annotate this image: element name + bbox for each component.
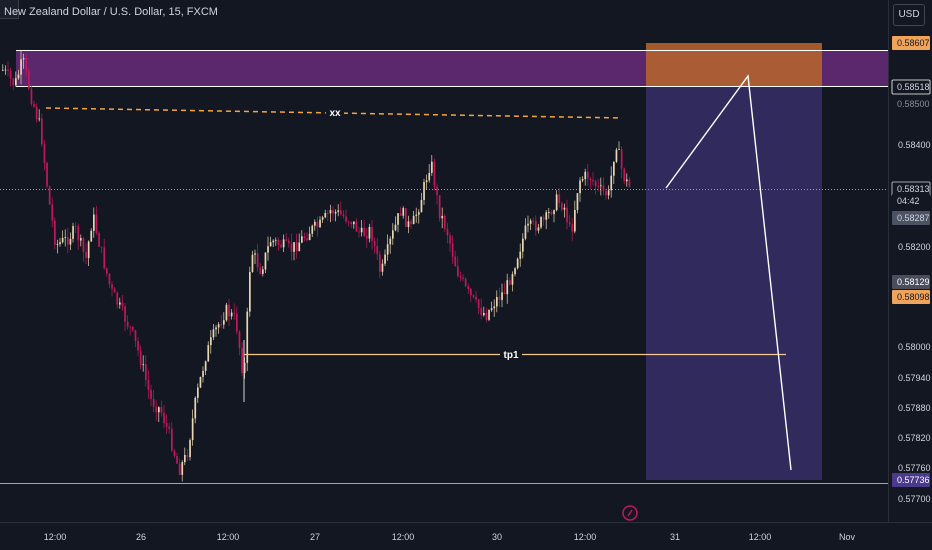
price-tick-label: 0.57760 <box>898 463 931 473</box>
entry-zone[interactable] <box>646 43 822 87</box>
price-tag: 0.57736 <box>892 473 930 487</box>
price-tag: 0.58287 <box>892 211 930 225</box>
time-tick-label: 12:00 <box>392 532 415 542</box>
time-tick-label: 30 <box>492 532 502 542</box>
price-tick-label: 0.57940 <box>898 373 931 383</box>
time-tick-label: 12:00 <box>749 532 772 542</box>
time-tick-label: 26 <box>136 532 146 542</box>
currency-button[interactable]: USD <box>893 4 925 26</box>
price-tag: 0.58098 <box>892 290 930 304</box>
svg-text:0.58500: 0.58500 <box>897 99 930 109</box>
time-tick-label: 12:00 <box>44 532 67 542</box>
time-tick-label: 12:00 <box>217 532 240 542</box>
price-tag: 0.58129 <box>892 275 930 289</box>
price-tick-label: 0.57820 <box>898 433 931 443</box>
projection-path[interactable] <box>665 74 792 471</box>
target-zone[interactable] <box>646 84 822 480</box>
price-tick-label: 0.57700 <box>898 494 931 504</box>
time-tick-label: Nov <box>839 532 856 542</box>
svg-text:04:42: 04:42 <box>897 196 920 206</box>
price-tag: 0.58607 <box>892 36 930 50</box>
time-tick-label: 12:00 <box>574 532 597 542</box>
price-tick-label: 0.58200 <box>898 242 931 252</box>
svg-text:0.58287: 0.58287 <box>897 213 930 223</box>
price-tag: 0.58518 <box>891 79 931 95</box>
tp1-label: tp1 <box>504 350 519 361</box>
xx-label: xx <box>329 108 341 119</box>
corner-box <box>0 0 19 19</box>
price-tag: 0.58313 <box>891 181 931 197</box>
time-axis[interactable]: 12:00 26 12:00 27 12:00 30 12:00 31 12:00 Nov <box>44 532 856 542</box>
time-tick-label: 31 <box>670 532 680 542</box>
price-tick-label: 0.57880 <box>898 403 931 413</box>
price-axis[interactable]: 0.58400 0.58200 0.58000 0.57940 0.57880 0.578… <box>898 140 931 504</box>
price-tag: 0.58500 <box>892 97 930 111</box>
price-tags: 0.58607 0.58518 0.58500 0.58313 04:42 0.58287… <box>891 36 931 487</box>
svg-text:0.58129: 0.58129 <box>897 277 930 287</box>
svg-text:0.58518: 0.58518 <box>897 82 930 92</box>
magnet-icon[interactable] <box>622 505 638 521</box>
price-tag: 04:42 <box>892 194 930 208</box>
chart-title: New Zealand Dollar / U.S. Dollar, 15, FX… <box>4 6 218 18</box>
svg-text:0.58313: 0.58313 <box>897 184 930 194</box>
svg-text:0.58607: 0.58607 <box>897 38 930 48</box>
time-tick-label: 27 <box>310 532 320 542</box>
price-tick-label: 0.58000 <box>898 342 931 352</box>
price-tick-label: 0.58400 <box>898 140 931 150</box>
svg-text:0.57736: 0.57736 <box>897 475 930 485</box>
svg-text:0.58098: 0.58098 <box>897 292 930 302</box>
candles <box>2 49 631 482</box>
